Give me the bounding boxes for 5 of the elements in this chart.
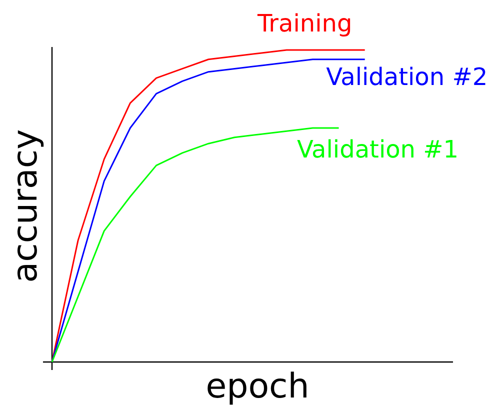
series-label: Validation #1 — [297, 136, 459, 164]
series-label: Training — [256, 10, 352, 38]
y-axis-title: accuracy — [5, 129, 46, 283]
x-axis-title: epoch — [206, 366, 310, 405]
series-label: Validation #2 — [326, 62, 488, 91]
